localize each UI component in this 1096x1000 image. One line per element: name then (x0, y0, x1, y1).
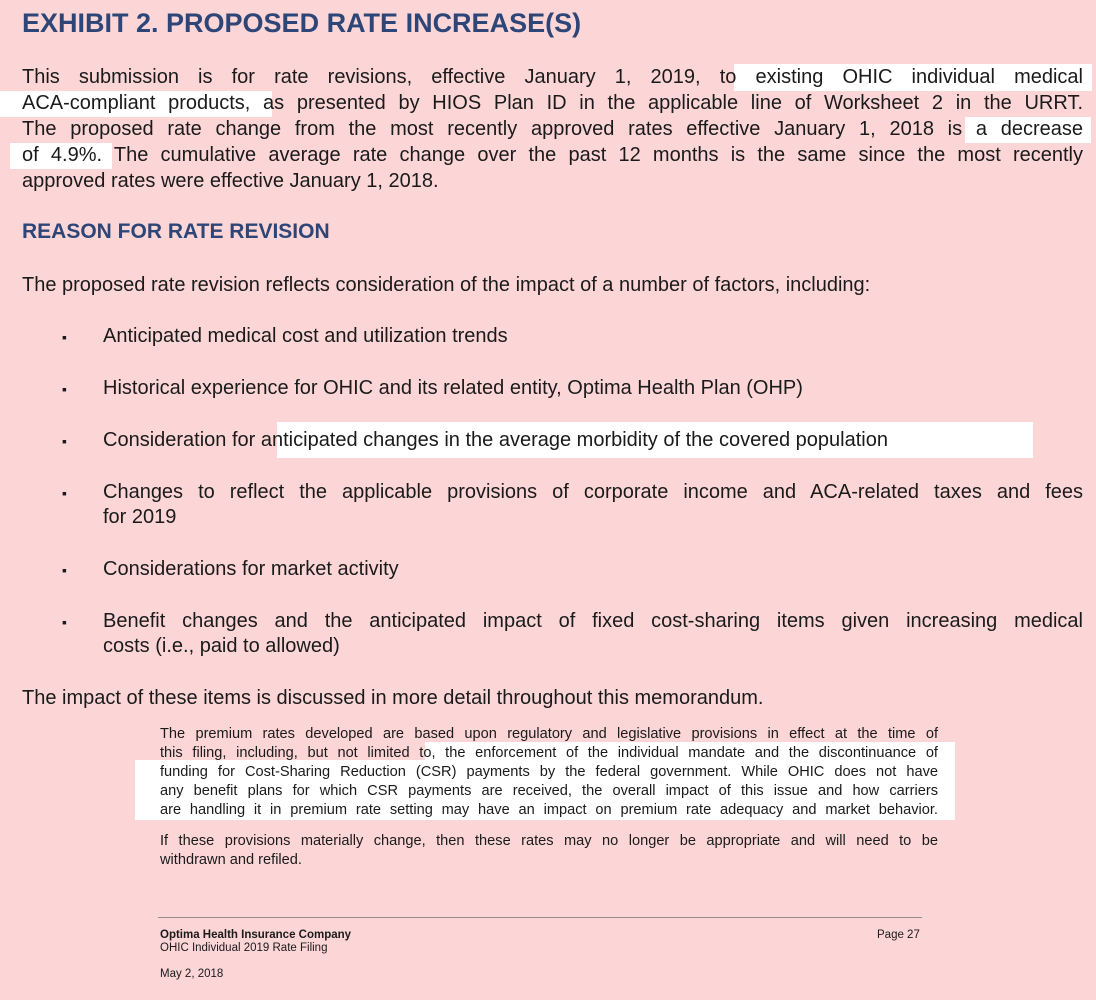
text: The cumulative average rate change over … (102, 144, 1083, 166)
bullet-text: for 2019 (103, 506, 177, 528)
text: This submission is for rate revisions, e… (22, 66, 756, 88)
bullet-icon: ▪ (62, 329, 67, 345)
bullet-text: Benefit changes and the anticipated impa… (103, 610, 1083, 632)
footer-company: Optima Health Insurance Company (160, 929, 352, 941)
highlighted-text: ACA-compliant products, (22, 92, 251, 114)
highlighted-text: of 4.9%. (22, 144, 103, 166)
intro-line: approved rates were effective January 1,… (22, 168, 1083, 194)
highlight (0, 91, 272, 117)
highlight (734, 64, 1092, 91)
highlighted-text: existing OHIC individual medical (755, 66, 1083, 88)
bullet-icon: ▪ (62, 614, 67, 630)
page-number: Page 27 (877, 929, 920, 941)
highlight (10, 143, 112, 169)
bullet-icon: ▪ (62, 562, 67, 578)
text: The proposed rate change from the most r… (22, 118, 976, 140)
text: Consideration for (103, 429, 261, 451)
note-line: withdrawn and refiled. (160, 852, 302, 868)
note-line: funding for Cost-Sharing Reduction (CSR)… (160, 764, 938, 780)
page-title: EXHIBIT 2. PROPOSED RATE INCREASE(S) (22, 8, 582, 38)
bullet-icon: ▪ (62, 433, 67, 449)
note-line: any benefit plans for which CSR payments… (160, 783, 938, 799)
intro-line: ACA-compliant products, as presented by … (22, 90, 1083, 116)
highlighted-text: anticipated changes in the average morbi… (260, 429, 888, 451)
lead-in: The proposed rate revision reflects cons… (22, 274, 871, 296)
footer-date: May 2, 2018 (160, 968, 224, 980)
note-line: are handling it in premium rate setting … (160, 802, 938, 818)
intro-line: of 4.9%. The cumulative average rate cha… (22, 142, 1083, 168)
highlight (425, 742, 955, 762)
note-line: this filing, including, but not limited … (160, 745, 938, 761)
highlight (965, 117, 1091, 143)
text: approved rates were effective January 1,… (22, 170, 439, 192)
note-line: The premium rates developed are based up… (160, 726, 938, 742)
intro-line: The proposed rate change from the most r… (22, 116, 1083, 142)
bullet-icon: ▪ (62, 485, 67, 501)
bullet-text: Changes to reflect the applicable provis… (103, 481, 1083, 503)
highlight (277, 422, 1033, 458)
closing-text: The impact of these items is discussed i… (22, 687, 764, 709)
bullet-text: Consideration for anticipated changes in… (103, 427, 888, 453)
highlight (135, 760, 955, 820)
footer-divider (158, 917, 922, 918)
bullet-text: Historical experience for OHIC and its r… (103, 377, 803, 399)
note-line: If these provisions materially change, t… (160, 833, 938, 849)
bullet-text: costs (i.e., paid to allowed) (103, 635, 340, 657)
section-heading: REASON FOR RATE REVISION (22, 220, 330, 243)
text: as presented by HIOS Plan ID in the appl… (250, 92, 1084, 114)
bullet-text: Anticipated medical cost and utilization… (103, 325, 508, 347)
footer-filing: OHIC Individual 2019 Rate Filing (160, 942, 328, 954)
bullet-icon: ▪ (62, 381, 67, 397)
intro-line: This submission is for rate revisions, e… (22, 64, 1083, 90)
bullet-text: Considerations for market activity (103, 558, 399, 580)
highlighted-text: a decrease (975, 118, 1083, 140)
